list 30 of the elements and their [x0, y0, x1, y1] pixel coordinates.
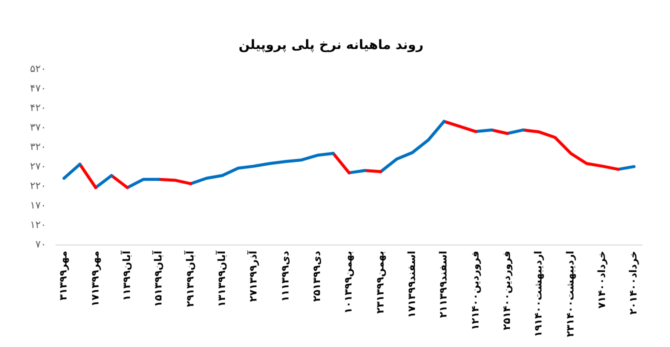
y-tick-label: ۴۲۰ — [30, 103, 46, 114]
x-tick-label: ۱۷اسفند۱۳۹۹ — [406, 250, 418, 318]
x-tick-label: ۱۰بهمن۱۳۹۹ — [344, 250, 355, 314]
x-tick-label: ۱۳آبان۱۳۹۹ — [214, 250, 228, 307]
x-tick-label: ۱۷مهر۱۳۹۹ — [90, 250, 102, 307]
y-tick-label: ۱۷۰ — [30, 200, 46, 212]
y-tick-label: ۲۷۰ — [30, 162, 46, 173]
x-tick-label: ۲۰خرداد۱۴۰۰ — [628, 250, 640, 315]
x-tick-label: ۲۵فروردین۱۴۰۰ — [502, 250, 513, 330]
y-tick-label: ۷۰ — [35, 239, 46, 250]
x-tick-label: ۲۱اسفند۱۳۹۹ — [438, 250, 450, 318]
x-tick-label: ۱۹اردیبهشت۱۴۰۰ — [534, 250, 545, 338]
x-tick-label: ۲۳اردیبهشت۱۴۰۰ — [565, 250, 576, 338]
y-tick-label: ۳۷۰ — [30, 122, 46, 134]
x-tick-label: ۲۳بهمن۱۳۹۹ — [375, 250, 386, 314]
y-tick-label: ۳۲۰ — [30, 142, 46, 154]
x-tick-label: ۷خرداد۱۴۰۰ — [597, 250, 608, 309]
x-tick-label: ۲۵دی۱۳۹۹ — [312, 250, 323, 302]
chart-title: روند ماهیانه نرخ پلی پروپیلن — [238, 38, 424, 54]
x-tick-label: ۲۷آذر۱۳۹۹ — [246, 250, 260, 302]
y-tick-label: ۵۲۰ — [30, 64, 46, 76]
y-tick-label: ۴۷۰ — [30, 84, 46, 95]
x-tick-label: ۱آبان۱۳۹۹ — [120, 250, 133, 301]
y-tick-label: ۲۲۰ — [30, 181, 46, 192]
x-tick-label: ۲۹آبان۱۳۹۹ — [183, 250, 196, 307]
y-tick-label: ۱۲۰ — [30, 220, 46, 231]
x-tick-label: ۱۱دی۱۳۹۹ — [280, 250, 292, 302]
x-tick-label: ۳مهر۱۳۹۹ — [58, 250, 70, 300]
x-tick-label: ۱۵آبان۱۳۹۹ — [152, 250, 165, 307]
x-tick-label: ۱۲فروردین۱۴۰۰ — [470, 250, 482, 330]
